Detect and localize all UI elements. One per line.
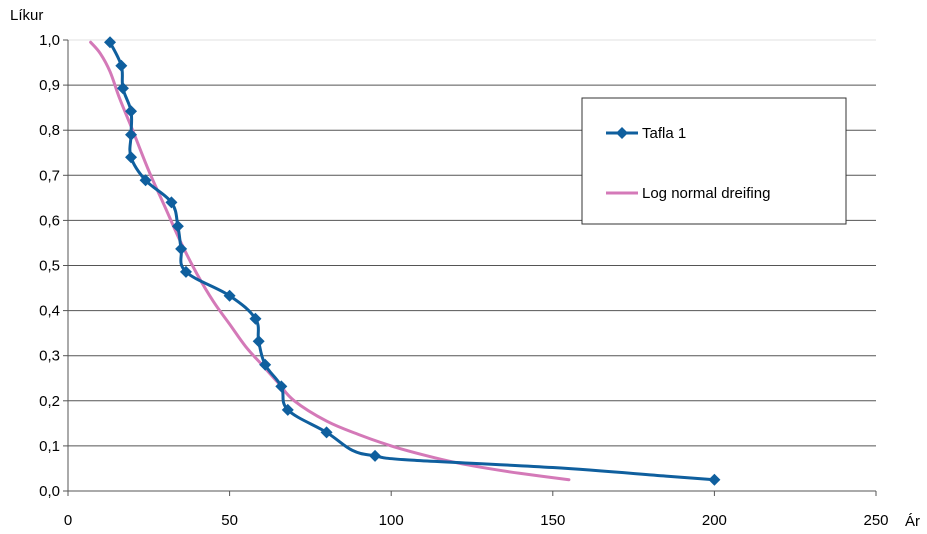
data-point-marker xyxy=(259,358,272,371)
x-axis-label: Ár xyxy=(905,513,920,529)
data-point-marker xyxy=(275,380,288,393)
data-point-marker xyxy=(369,449,382,462)
data-point-marker xyxy=(223,289,236,302)
y-tick-label: 1,0 xyxy=(39,32,60,49)
gridlines xyxy=(68,39,876,447)
series-tafla-1 xyxy=(104,36,721,486)
y-tick-label: 0,2 xyxy=(39,393,60,410)
data-point-marker xyxy=(252,335,265,348)
y-tick-label: 0,6 xyxy=(39,212,60,229)
y-tick-label: 0,1 xyxy=(39,438,60,455)
series-line xyxy=(89,40,571,482)
y-tick-label: 0,8 xyxy=(39,122,60,139)
data-point-marker xyxy=(116,82,129,95)
legend-box xyxy=(581,97,847,225)
y-tick-label: 0,5 xyxy=(39,258,60,275)
x-tick-label: 200 xyxy=(702,512,727,529)
data-point-marker xyxy=(281,403,294,416)
x-tick-label: 150 xyxy=(540,512,565,529)
data-point-marker xyxy=(139,174,152,187)
legend-marker xyxy=(616,127,628,139)
data-point-marker xyxy=(175,242,188,255)
data-series xyxy=(89,36,721,486)
data-point-marker xyxy=(104,36,117,49)
data-point-marker xyxy=(320,426,333,439)
data-point-marker xyxy=(125,151,138,164)
series-log-normal-dreifing xyxy=(89,40,571,482)
legend-label: Log normal dreifing xyxy=(642,185,770,202)
y-tick-label: 0,9 xyxy=(39,77,60,94)
data-point-marker xyxy=(708,473,721,486)
axes: 0,0 0,1 0,2 0,3 0,4 0,5 0,6 0,7 0,8 0,9 1,0 0 50 100 1… xyxy=(39,32,888,529)
data-point-marker xyxy=(179,265,192,278)
data-point-marker xyxy=(125,105,138,118)
legend-label: Tafla 1 xyxy=(642,125,686,142)
legend: Tafla 1 Log normal dreifing xyxy=(581,97,847,225)
x-tick-label: 250 xyxy=(863,512,888,529)
y-tick-label: 0,4 xyxy=(39,303,60,320)
y-tick-label: 0,0 xyxy=(39,483,60,500)
data-point-marker xyxy=(249,312,262,325)
x-tick-label: 100 xyxy=(379,512,404,529)
y-axis-label: Líkur xyxy=(10,7,43,24)
legend-item: Log normal dreifing xyxy=(606,185,770,202)
y-tick-label: 0,7 xyxy=(39,167,60,184)
x-tick-label: 50 xyxy=(221,512,238,529)
x-tick-label: 0 xyxy=(64,512,72,529)
data-point-marker xyxy=(115,59,128,72)
legend-item: Tafla 1 xyxy=(606,125,686,142)
data-point-marker xyxy=(171,220,184,233)
y-tick-label: 0,3 xyxy=(39,348,60,365)
data-point-marker xyxy=(165,196,178,209)
data-point-marker xyxy=(125,128,138,141)
